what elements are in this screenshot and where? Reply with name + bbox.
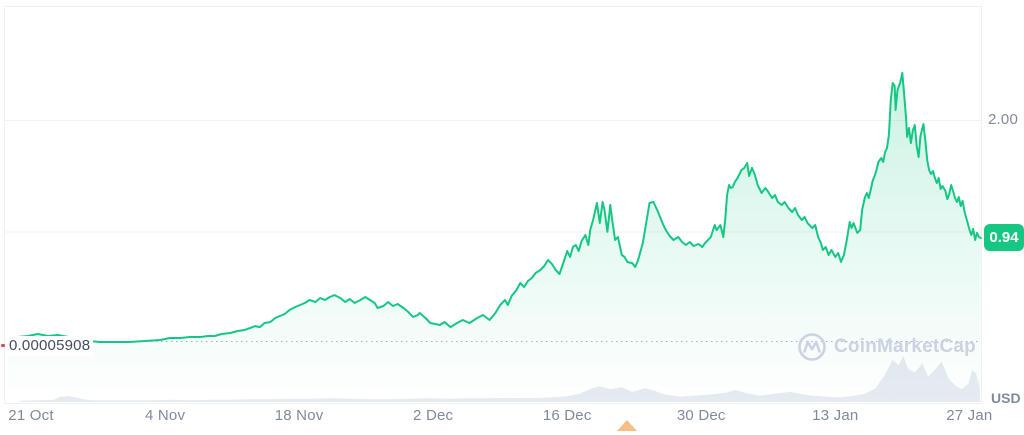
price-line <box>7 71 982 343</box>
watermark-text: CoinMarketCap <box>834 336 976 357</box>
plot-border <box>4 6 982 404</box>
coinmarketcap-logo-icon <box>798 333 826 361</box>
start-price-label: 0.00005908 <box>6 336 94 356</box>
event-marker-triangle[interactable] <box>616 420 637 431</box>
coinmarketcap-watermark: CoinMarketCap <box>795 330 976 364</box>
current-price-badge: 0.94 <box>984 224 1024 252</box>
y-axis-label-2.00: 2.00 <box>988 111 1018 128</box>
gridlines <box>4 120 981 233</box>
start-price-tick-icon <box>1 344 5 347</box>
price-area-fill <box>8 72 981 403</box>
currency-label: USD <box>991 390 1021 406</box>
